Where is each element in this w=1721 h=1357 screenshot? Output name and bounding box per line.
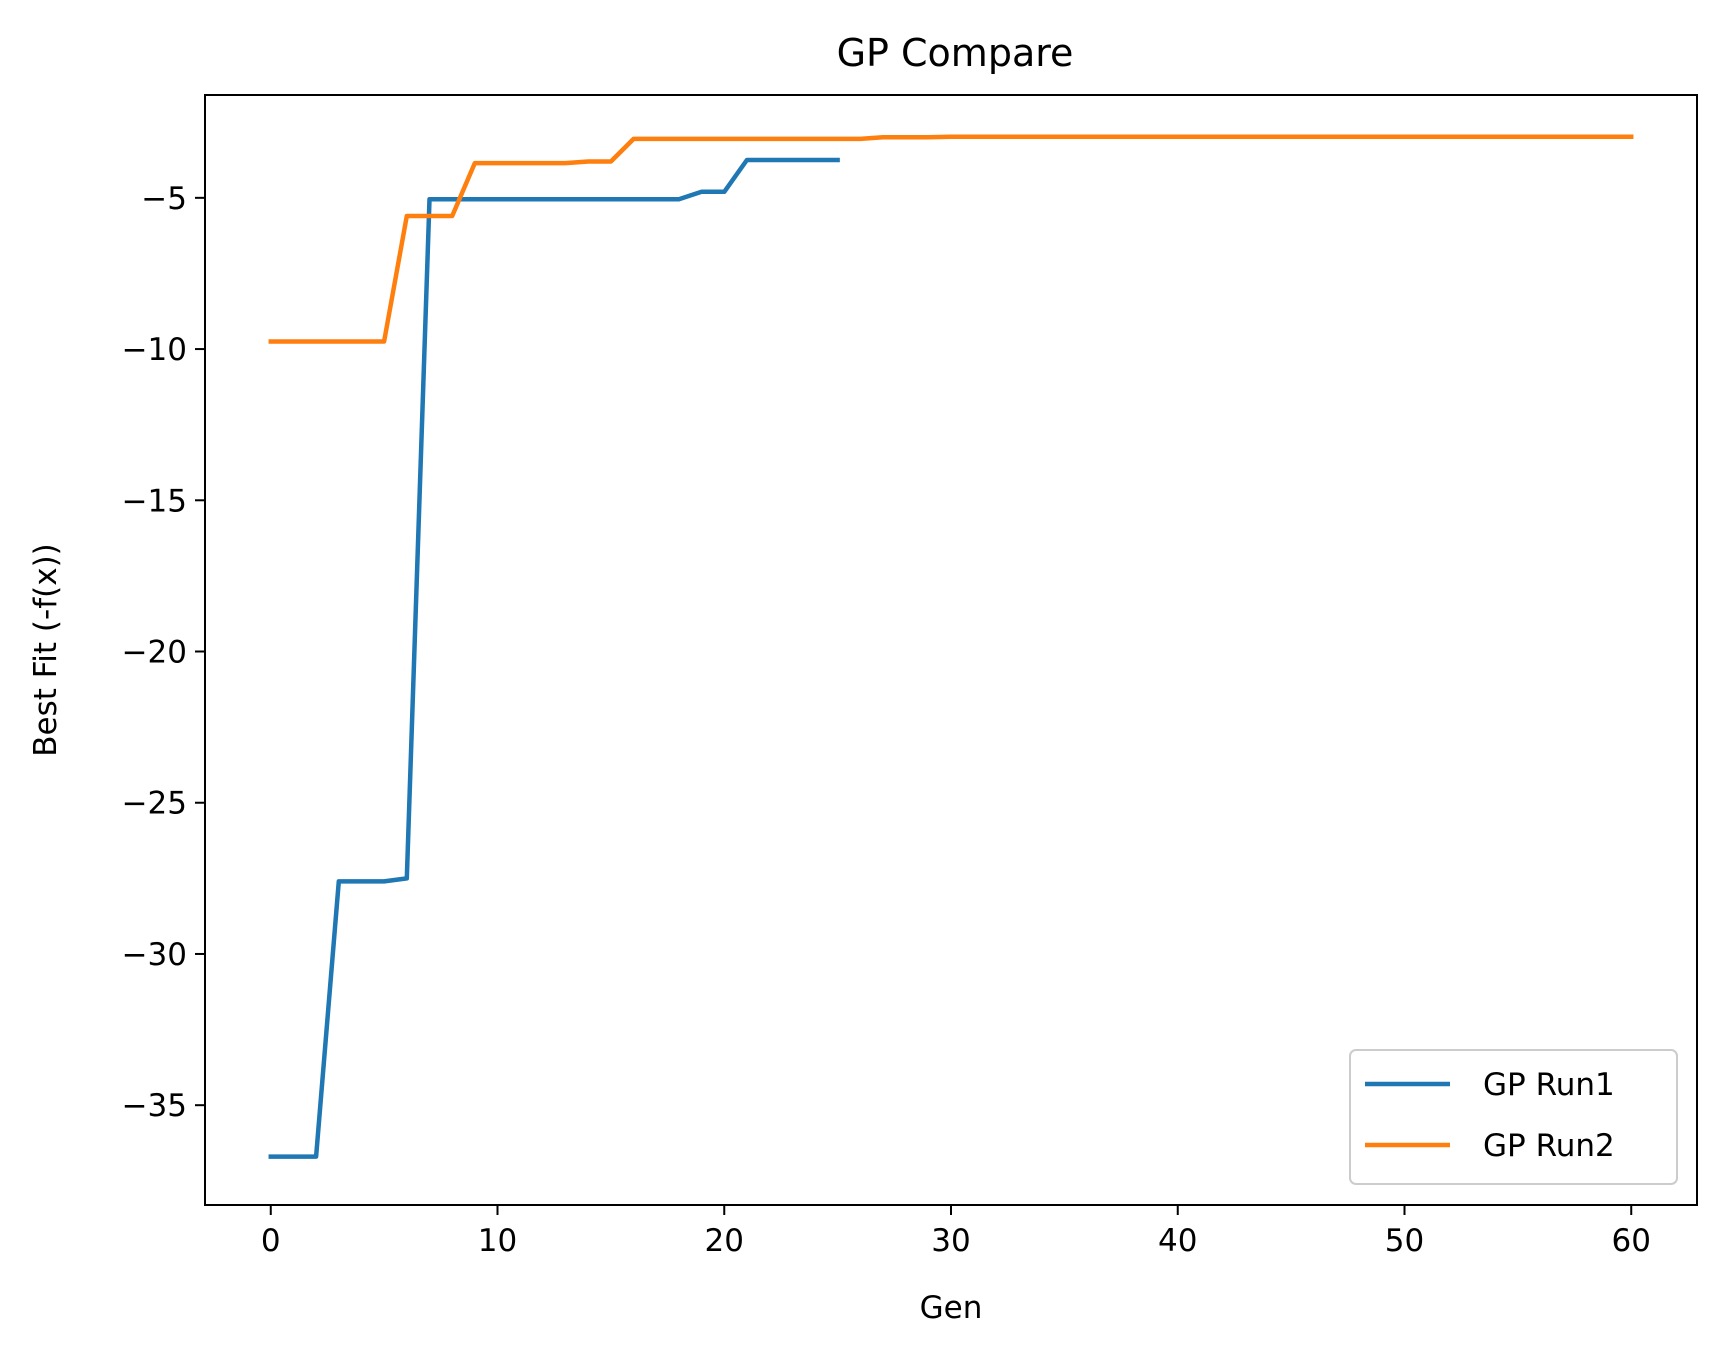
x-tick-label: 20 [705, 1223, 744, 1259]
series-line-run2 [268, 134, 1634, 344]
y-tick-label: −25 [122, 786, 187, 822]
x-tick-label: 30 [931, 1223, 970, 1259]
axes-frame [204, 94, 1698, 1206]
series-line-run1 [268, 157, 840, 1159]
series-lines [268, 134, 1634, 1159]
x-tick-label: 50 [1385, 1223, 1424, 1259]
y-tick-label: −20 [122, 635, 187, 671]
y-axis-ticks: −35 −30 −25 −20 −15 −10 −5 [122, 181, 205, 1124]
x-axis-label: Gen [920, 1290, 983, 1326]
x-tick-label: 10 [478, 1223, 517, 1259]
y-tick-label: −5 [141, 181, 187, 217]
y-tick-label: −30 [122, 937, 187, 973]
x-tick-label: 60 [1612, 1223, 1651, 1259]
x-axis-ticks: 0 10 20 30 40 50 60 [261, 1205, 1651, 1259]
y-tick-label: −15 [122, 483, 187, 519]
x-tick-label: 40 [1158, 1223, 1197, 1259]
legend: GP Run1 GP Run2 [1349, 1049, 1678, 1185]
legend-label-run2: GP Run2 [1483, 1128, 1615, 1164]
legend-label-run1: GP Run1 [1483, 1067, 1615, 1103]
y-tick-label: −35 [122, 1088, 187, 1124]
chart-title: GP Compare [837, 31, 1074, 75]
y-axis-label: Best Fit (-f(x)) [28, 543, 64, 757]
y-tick-label: −10 [122, 332, 187, 368]
x-tick-label: 0 [261, 1223, 281, 1259]
